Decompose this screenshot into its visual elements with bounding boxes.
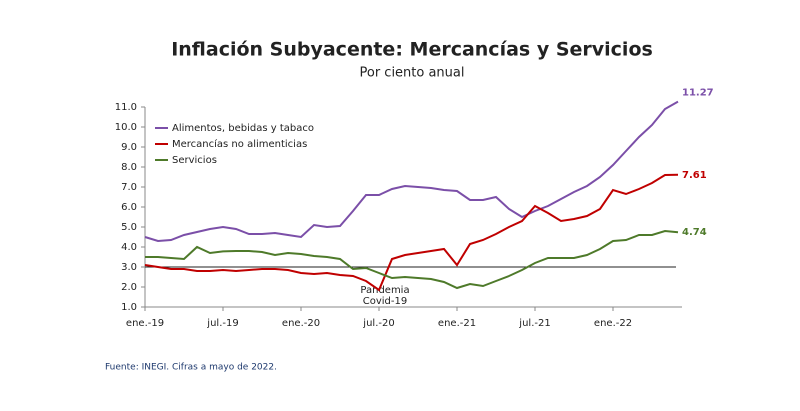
y-tick-label: 10.0 bbox=[115, 122, 137, 133]
source-note: Fuente: INEGI. Cifras a mayo de 2022. bbox=[105, 363, 277, 373]
series-line bbox=[144, 173, 679, 292]
annotation: Pandemia bbox=[360, 285, 409, 296]
x-tick-label: jul.-19 bbox=[206, 318, 238, 329]
annotation: Covid-19 bbox=[363, 296, 407, 307]
legend-label: Alimentos, bebidas y tabaco bbox=[172, 123, 314, 134]
end-label: 11.27 bbox=[682, 88, 714, 99]
legend-label: Servicios bbox=[172, 155, 217, 166]
x-tick-label: jul.-21 bbox=[518, 318, 550, 329]
end-label: 7.61 bbox=[682, 170, 707, 181]
x-tick-label: jul.-20 bbox=[362, 318, 394, 329]
series-line bbox=[144, 100, 679, 243]
y-tick-label: 2.0 bbox=[121, 282, 137, 293]
y-tick-label: 1.0 bbox=[121, 302, 137, 313]
end-label: 4.74 bbox=[682, 227, 707, 238]
legend-label: Mercancías no alimenticias bbox=[172, 138, 307, 150]
x-tick-label: ene.-22 bbox=[594, 318, 632, 329]
y-tick-label: 9.0 bbox=[121, 142, 137, 153]
x-tick-label: ene.-20 bbox=[282, 318, 320, 329]
chart-title: Inflación Subyacente: Mercancías y Servi… bbox=[171, 39, 653, 61]
y-tick-label: 5.0 bbox=[121, 222, 137, 233]
series-line bbox=[145, 229, 679, 290]
y-tick-label: 3.0 bbox=[121, 262, 137, 273]
x-tick-label: ene.-19 bbox=[126, 318, 164, 329]
x-tick-label: ene.-21 bbox=[438, 318, 476, 329]
y-tick-label: 7.0 bbox=[121, 182, 137, 193]
y-tick-label: 6.0 bbox=[121, 202, 137, 213]
y-tick-label: 8.0 bbox=[121, 162, 137, 173]
chart-subtitle: Por ciento anual bbox=[359, 66, 464, 81]
y-tick-label: 4.0 bbox=[121, 242, 137, 253]
y-tick-label: 11.0 bbox=[115, 102, 137, 113]
